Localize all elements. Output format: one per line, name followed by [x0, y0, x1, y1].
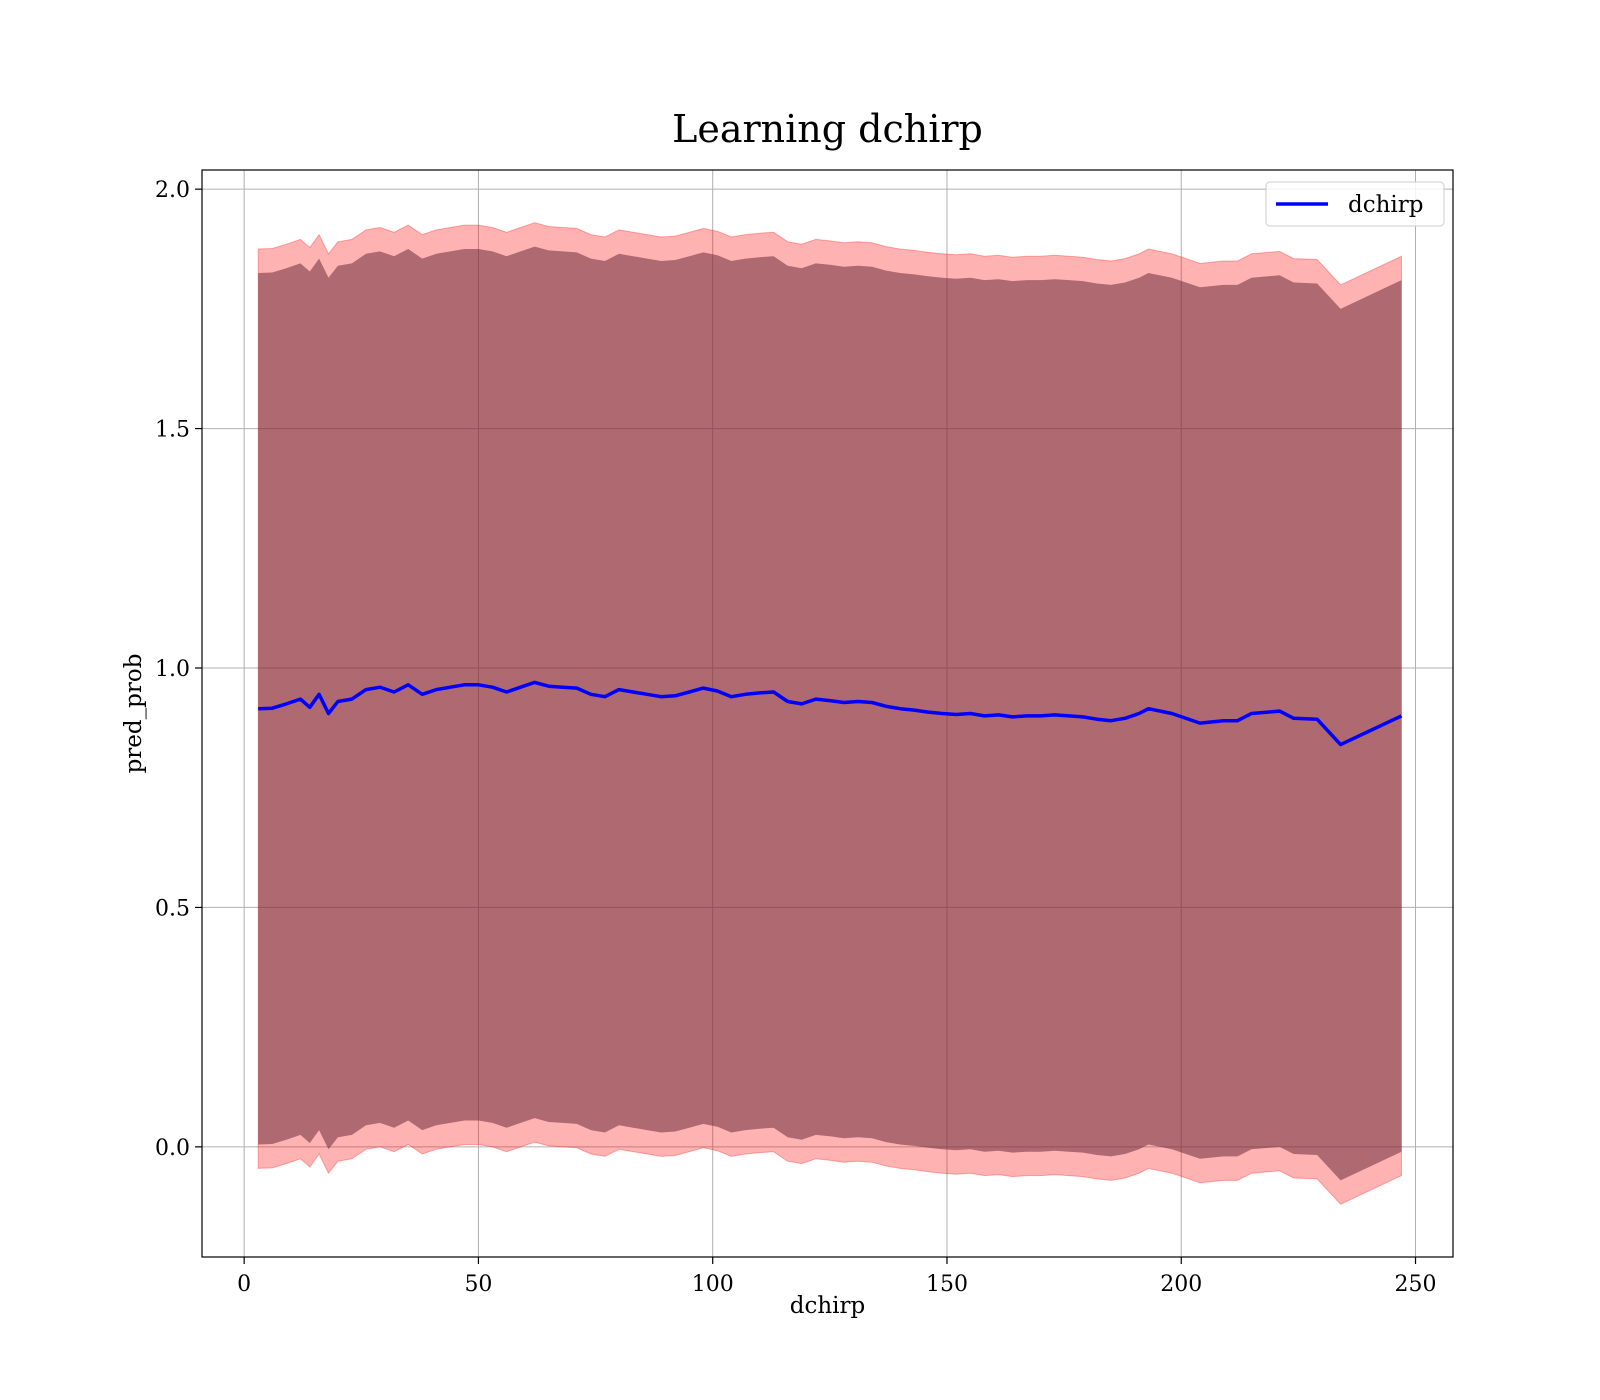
y-tick-label: 1.0	[155, 657, 190, 682]
legend-box	[1265, 181, 1445, 227]
chart-title: Learning dchirp	[672, 107, 983, 151]
axis-ticks: 0 50 100 150 200 250 0.0 0.5 1.0 1.5 2.0	[155, 178, 1437, 1297]
legend-label: dchirp	[1348, 192, 1424, 218]
y-tick-label: 0.5	[155, 896, 190, 921]
confidence-bands	[257, 222, 1402, 1205]
x-tick-label: 50	[464, 1272, 492, 1297]
y-tick-label: 2.0	[155, 178, 190, 203]
x-tick-label: 150	[926, 1272, 968, 1297]
plot-frame	[201, 169, 1454, 1258]
y-axis-label: pred_prob	[121, 654, 147, 774]
x-tick-label: 0	[237, 1272, 251, 1297]
x-tick-label: 250	[1395, 1272, 1437, 1297]
x-tick-label: 200	[1160, 1272, 1202, 1297]
y-tick-label: 0.0	[155, 1136, 190, 1161]
x-axis-label: dchirp	[790, 1293, 866, 1319]
inner-band	[258, 246, 1402, 1181]
legend: dchirp	[1265, 181, 1445, 227]
series-lines	[258, 680, 1403, 747]
y-tick-label: 1.5	[155, 418, 190, 443]
x-tick-label: 100	[692, 1272, 734, 1297]
series-line-dchirp	[258, 680, 1403, 747]
